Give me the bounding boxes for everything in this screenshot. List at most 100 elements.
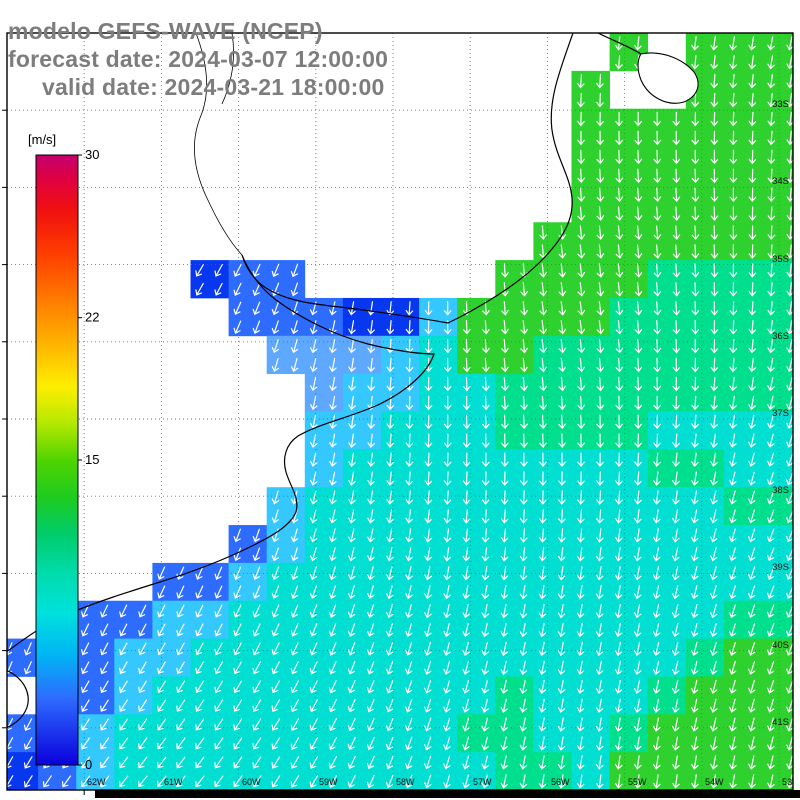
wave-arrow (558, 490, 566, 505)
wave-arrow (653, 433, 661, 449)
wave-arrow (766, 528, 775, 543)
field-cell (495, 487, 534, 526)
wave-arrow (539, 414, 547, 430)
wave-arrow (767, 111, 776, 127)
map-clipped-area: 62W 61W 60W 59W 58W 57W 56W 55W 54W 53W33S34S35S3… (7, 33, 793, 790)
wave-arrow (558, 282, 567, 297)
wave-arrow (786, 301, 793, 316)
wave-arrow (405, 660, 413, 675)
wave-arrow (729, 338, 738, 354)
field-cell (304, 525, 344, 564)
wave-arrow (748, 623, 756, 637)
wave-arrow (767, 301, 776, 316)
wave-arrow (748, 452, 756, 467)
wave-arrow (653, 376, 662, 392)
wave-arrow (348, 395, 356, 411)
wave-arrow (386, 320, 395, 335)
wave-arrow (424, 301, 433, 316)
wave-arrow (710, 395, 718, 411)
wave-arrow (614, 698, 623, 713)
wave-arrow (157, 718, 167, 731)
wave-arrow (520, 452, 528, 468)
wave-arrow (539, 433, 547, 449)
field-cell (419, 487, 458, 526)
wave-arrow (596, 395, 605, 411)
field-cell (7, 638, 39, 677)
wave-arrow (252, 775, 262, 788)
wave-arrow (786, 623, 793, 637)
wave-arrow (481, 509, 490, 524)
wave-arrow (690, 623, 699, 638)
wave-arrow (748, 244, 757, 259)
wave-arrow (462, 585, 470, 600)
wave-arrow (214, 282, 223, 296)
wave-arrow (348, 547, 356, 562)
wave-arrow (710, 301, 719, 316)
wave-arrow (23, 718, 33, 732)
field-cell (228, 752, 268, 790)
wave-arrow (767, 168, 776, 184)
wave-arrow (786, 92, 793, 108)
wave-arrow (195, 642, 204, 656)
wave-arrow (786, 357, 793, 373)
wave-arrow (595, 755, 604, 770)
wave-arrow (347, 774, 356, 788)
wave-arrow (157, 566, 166, 580)
wave-arrow (615, 490, 623, 505)
coast-path (7, 33, 574, 653)
wave-arrow (482, 301, 490, 316)
wave-arrow (386, 471, 394, 486)
field-cell (609, 600, 649, 639)
wave-arrow (462, 490, 471, 505)
field-cell (571, 184, 610, 223)
wave-arrow (481, 604, 490, 619)
wave-arrow (748, 282, 757, 297)
wave-arrow (672, 528, 680, 543)
wave-arrow (577, 244, 586, 259)
wave-arrow (710, 736, 718, 751)
wave-arrow (615, 168, 624, 184)
graticule (7, 33, 793, 790)
wave-arrow (348, 376, 356, 392)
wave-arrow (271, 661, 280, 675)
wave-arrow (614, 604, 623, 619)
field-cell (495, 297, 534, 337)
wave-arrow (367, 547, 375, 562)
wave-arrow (595, 641, 604, 657)
wave-arrow (252, 623, 261, 637)
wave-arrow (596, 225, 605, 240)
wave-arrow (767, 92, 775, 108)
wave-arrow (462, 376, 471, 392)
colorbar-tick-label: 22 (85, 310, 99, 325)
wave-arrow (500, 471, 509, 486)
wave-arrow (443, 717, 451, 732)
wave-arrow (653, 357, 662, 373)
field-cell (266, 752, 306, 790)
wave-arrow (500, 717, 508, 732)
wave-arrow (596, 187, 605, 203)
wave-arrow (519, 566, 528, 581)
wave-arrow (634, 528, 642, 543)
field-cell (342, 449, 382, 488)
wave-arrow (367, 433, 375, 448)
wave-arrow (386, 433, 395, 449)
wave-arrow (519, 755, 528, 770)
wave-arrow (405, 301, 414, 316)
field-cell (647, 297, 687, 337)
wave-arrow (157, 623, 166, 637)
wave-arrow (386, 357, 395, 373)
wave-arrow (252, 756, 262, 769)
field-cell (723, 487, 763, 526)
wave-arrow (443, 774, 451, 789)
wave-arrow (767, 338, 775, 354)
field-cell (723, 525, 763, 564)
wave-arrow (577, 433, 585, 449)
wave-arrow (405, 433, 414, 449)
wave-arrow (309, 680, 318, 694)
wave-arrow (367, 320, 375, 335)
wave-arrow (252, 661, 261, 675)
wave-arrow (329, 471, 337, 486)
wave-arrow (558, 452, 566, 468)
wave-arrow (634, 755, 642, 770)
wave-arrow (595, 698, 604, 713)
